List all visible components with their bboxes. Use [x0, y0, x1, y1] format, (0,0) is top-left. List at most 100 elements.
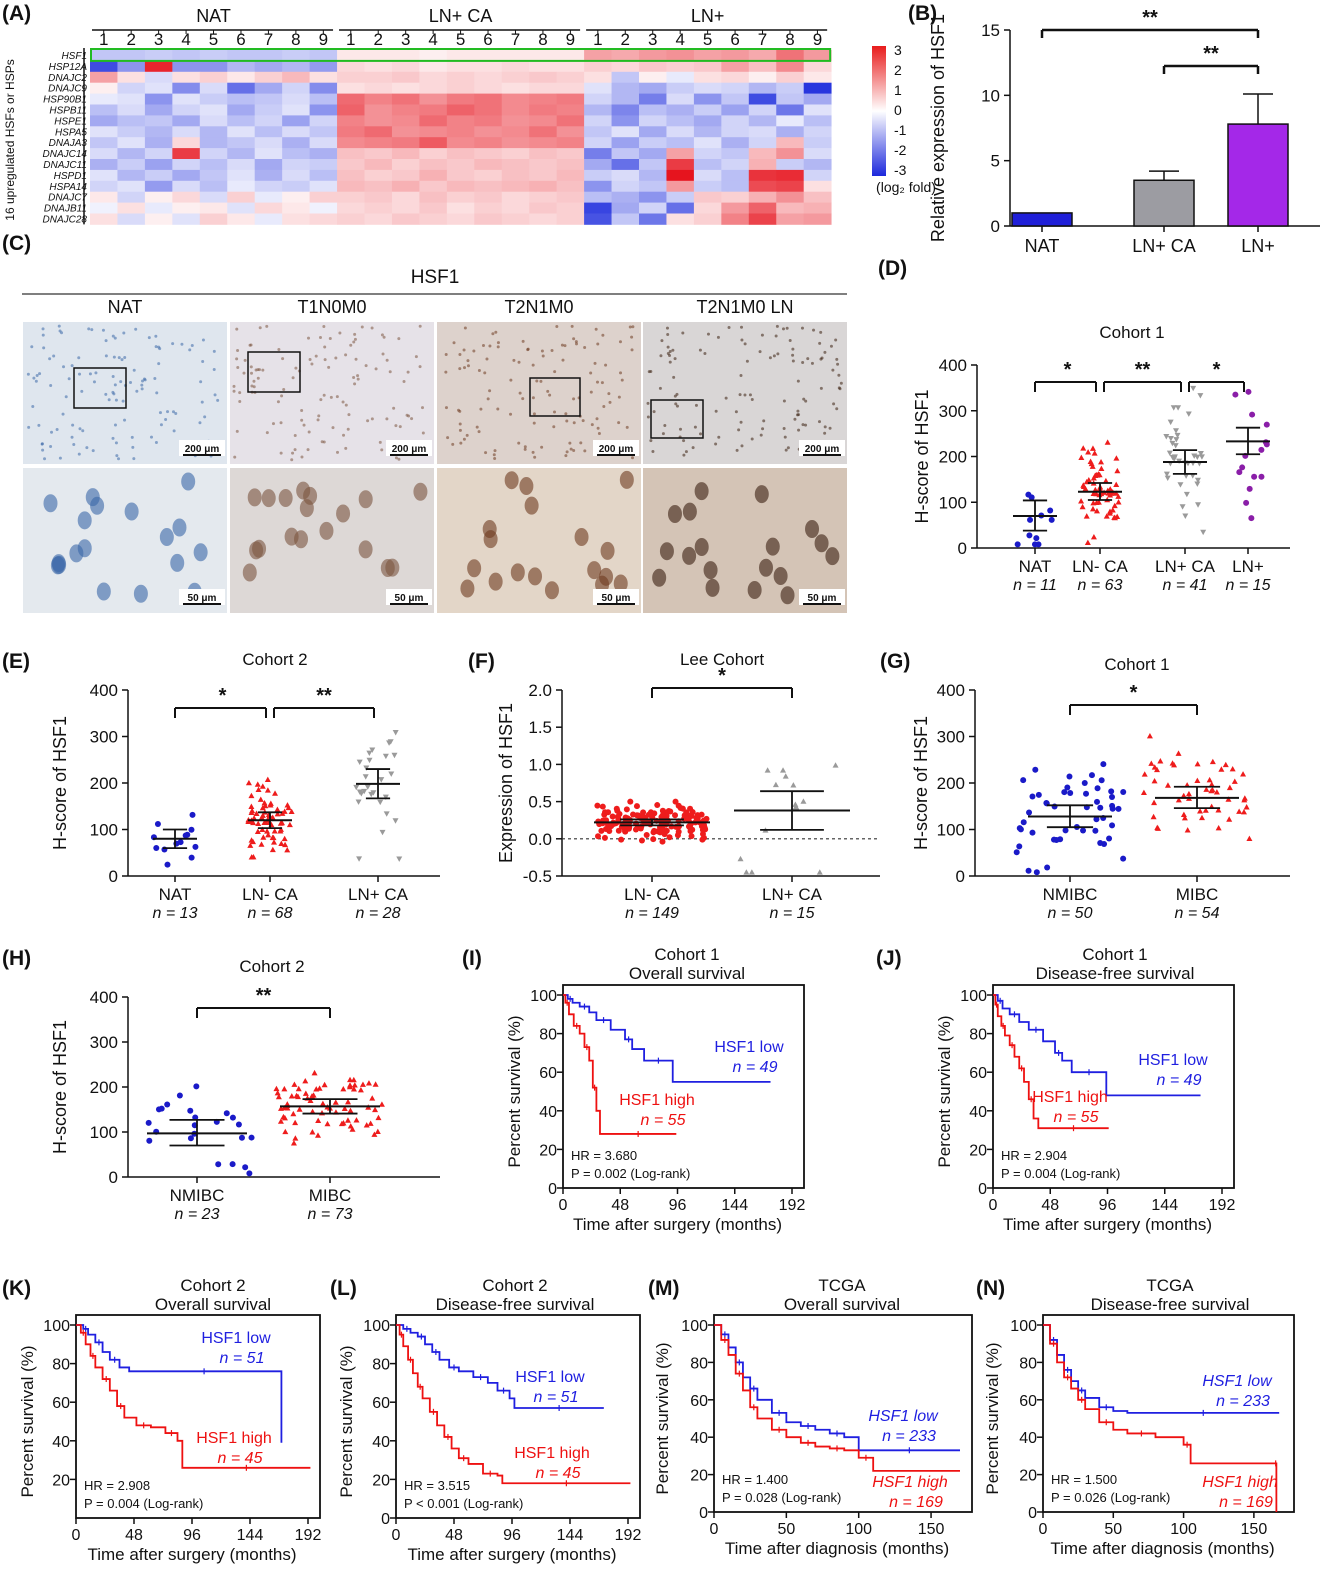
heatmap-cell — [721, 93, 750, 105]
heatmap-row-label: DNAJC11 — [43, 160, 87, 171]
heatmap-cell — [309, 180, 338, 193]
heatmap-cell — [748, 191, 777, 203]
cell-nucleus — [760, 333, 764, 337]
cell-nucleus — [294, 366, 298, 370]
heatmap-cell — [309, 148, 338, 160]
data-point — [291, 1081, 298, 1087]
cell-nucleus — [668, 349, 672, 353]
sample-size-label: n = 15 — [1226, 577, 1271, 594]
heatmap-cell — [144, 126, 173, 138]
panel-label-h: (H) — [2, 947, 31, 970]
heatmap-column-label: 1 — [593, 30, 602, 49]
data-point — [1095, 499, 1102, 505]
heatmap-cell — [144, 104, 173, 116]
survival-curve — [76, 1324, 311, 1469]
heatmap-cell — [199, 202, 228, 214]
cell-nucleus — [714, 442, 718, 446]
heatmap-cell — [721, 104, 750, 116]
heatmap-cell — [419, 60, 448, 73]
cell-nucleus — [111, 390, 115, 394]
heatmap-cell — [446, 104, 475, 116]
heatmap-cell — [529, 82, 558, 94]
cell-nucleus — [282, 388, 286, 392]
cell-nucleus — [180, 342, 184, 346]
cell-nucleus — [280, 394, 284, 398]
cell-nucleus — [85, 488, 100, 507]
heatmap-cell — [611, 213, 640, 225]
data-point — [1167, 419, 1174, 426]
cell-nucleus — [193, 543, 208, 562]
data-point — [632, 826, 639, 833]
data-point — [269, 814, 276, 820]
y-tick-label: 200 — [90, 1078, 118, 1097]
x-axis-label: Time after surgery (months) — [87, 1545, 296, 1564]
data-point — [1113, 455, 1120, 461]
data-point — [609, 813, 616, 820]
legend-n-label: n = 45 — [218, 1450, 263, 1467]
cell-nucleus — [694, 403, 698, 407]
heatmap-cell — [227, 191, 256, 203]
data-point — [263, 819, 270, 825]
y-tick-label: 300 — [90, 728, 118, 747]
cell-nucleus — [531, 450, 535, 454]
y-tick-label: 20 — [969, 1142, 987, 1159]
plot-frame — [713, 1314, 973, 1513]
heatmap-cell — [611, 93, 640, 105]
data-point — [366, 750, 373, 756]
x-tick-label: 192 — [295, 1527, 322, 1544]
y-tick-label: 60 — [539, 1065, 557, 1082]
cell-nucleus — [291, 376, 295, 380]
heatmap-cell — [117, 159, 146, 171]
data-point — [594, 802, 601, 809]
heatmap-cell — [282, 60, 310, 73]
cell-nucleus — [706, 332, 710, 336]
cell-nucleus — [446, 436, 450, 440]
heatmap-cell — [172, 191, 201, 203]
cell-nucleus — [354, 357, 358, 361]
heatmap-cell — [254, 148, 283, 160]
cell-nucleus — [115, 454, 119, 458]
cell-nucleus — [300, 418, 304, 422]
heatmap-cell — [419, 50, 448, 62]
data-point — [701, 822, 708, 829]
heatmap-cell — [446, 60, 475, 73]
cell-nucleus — [535, 379, 539, 383]
heatmap-cell — [584, 169, 612, 182]
heatmap-cell — [144, 159, 173, 171]
cell-nucleus — [123, 356, 127, 360]
cell-nucleus — [119, 380, 123, 384]
data-point — [1194, 454, 1201, 461]
cell-nucleus — [201, 359, 205, 363]
heatmap-cell — [391, 60, 420, 73]
cell-nucleus — [836, 362, 840, 366]
data-point — [378, 777, 385, 783]
heatmap-cell — [172, 104, 201, 116]
heatmap-cell — [309, 137, 338, 149]
data-point — [638, 837, 645, 844]
heatmap-cell — [803, 126, 832, 138]
scale-bar-label: 50 μm — [188, 593, 217, 604]
x-tick-label: 0 — [1039, 1521, 1048, 1538]
cell-nucleus — [55, 428, 59, 432]
data-point — [261, 799, 268, 806]
data-point — [1239, 464, 1246, 471]
heatmap-cell — [364, 202, 393, 214]
cell-nucleus — [699, 432, 703, 436]
data-point — [659, 807, 666, 814]
cell-nucleus — [261, 489, 276, 508]
cell-nucleus — [630, 335, 634, 339]
data-point — [1094, 798, 1101, 805]
data-point — [1171, 761, 1178, 768]
data-point — [1083, 790, 1090, 797]
y-tick-label: 40 — [372, 1434, 390, 1451]
heatmap-cell — [666, 213, 695, 225]
heatmap-cell — [501, 71, 530, 84]
x-tick-label: LN+ CA — [1132, 236, 1196, 256]
x-axis-label: Time after surgery (months) — [1003, 1215, 1212, 1234]
sample-size-label: n = 11 — [1013, 577, 1057, 594]
data-point — [1240, 771, 1247, 777]
cell-nucleus — [382, 335, 386, 339]
heatmap-cell — [803, 137, 832, 149]
y-tick-label: 200 — [937, 774, 965, 793]
